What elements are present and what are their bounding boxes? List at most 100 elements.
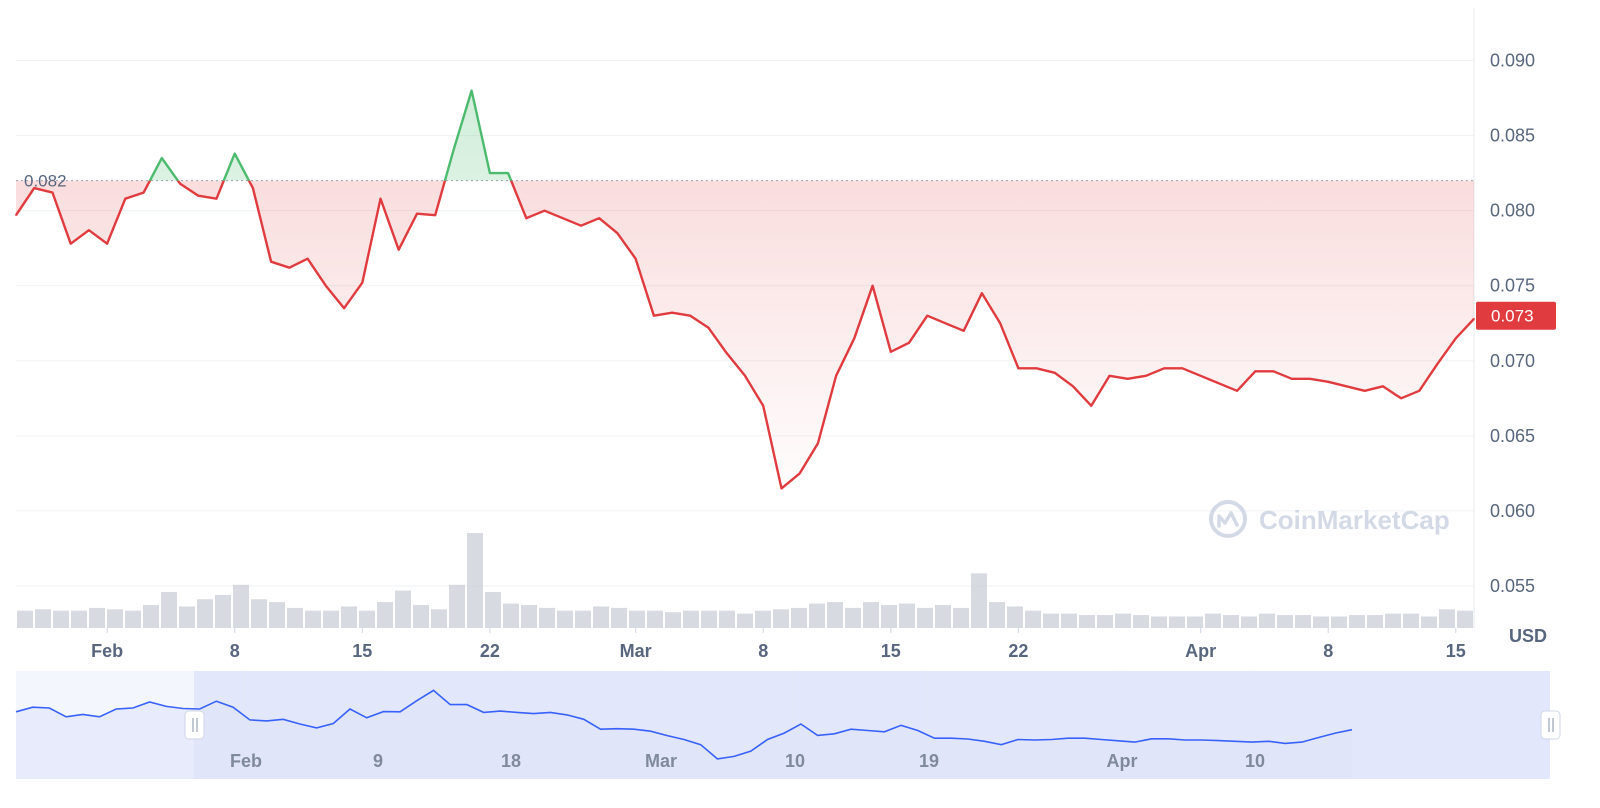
volume-bar xyxy=(1025,610,1041,628)
price-point xyxy=(1400,397,1402,400)
price-point xyxy=(1436,362,1439,365)
price-point xyxy=(1017,367,1020,370)
volume-bar xyxy=(89,607,105,628)
volume-bar xyxy=(1277,615,1293,628)
price-point xyxy=(1108,374,1111,377)
volume-bar xyxy=(17,610,33,628)
volume-bar xyxy=(1079,615,1095,628)
navigator-right-handle[interactable] xyxy=(1540,710,1561,740)
volume-bar xyxy=(1349,615,1365,628)
price-area xyxy=(16,90,1474,489)
volume-bar xyxy=(1403,613,1419,628)
volume-bar xyxy=(161,592,177,628)
y-tick-label: 0.065 xyxy=(1490,426,1535,446)
volume-bar xyxy=(1061,613,1077,628)
price-point xyxy=(1163,367,1165,370)
price-point xyxy=(379,197,382,200)
volume-bar xyxy=(1331,616,1347,628)
current-price-text: 0.073 xyxy=(1491,307,1534,326)
volume-bar xyxy=(1259,613,1275,628)
price-point xyxy=(616,232,619,234)
price-line xyxy=(15,89,1475,490)
volume-bar xyxy=(323,610,339,628)
volume-bar xyxy=(251,599,267,628)
volume-bar xyxy=(791,607,807,628)
volume-bar xyxy=(575,610,591,628)
volume-bar xyxy=(503,603,519,628)
navigator-tick-label: 10 xyxy=(785,751,805,771)
volume-bar xyxy=(863,602,879,628)
price-point xyxy=(1126,377,1129,380)
volume-bar xyxy=(737,613,753,628)
volume-bar xyxy=(1007,606,1023,628)
price-point xyxy=(689,314,692,317)
price-point xyxy=(725,352,728,355)
price-point xyxy=(1418,390,1421,392)
volume-bar xyxy=(971,573,987,628)
price-point xyxy=(835,374,837,377)
price-point xyxy=(1473,317,1475,320)
price-point xyxy=(1254,370,1257,373)
y-tick-label: 0.070 xyxy=(1490,351,1535,371)
y-tick-label: 0.080 xyxy=(1490,201,1535,221)
price-point xyxy=(215,197,218,200)
watermark: CoinMarketCap xyxy=(1209,500,1450,538)
range-navigator[interactable]: Feb 9 18 Mar 10 19 Apr 10 xyxy=(15,671,1561,779)
volume-bar xyxy=(521,604,537,628)
price-point xyxy=(926,314,929,317)
volume-bar xyxy=(233,584,249,628)
navigator-tick-label: 10 xyxy=(1245,751,1265,771)
navigator-tick-label: Feb xyxy=(230,751,262,771)
volume-bar xyxy=(1187,616,1203,628)
navigator-tick-label: 18 xyxy=(501,751,521,771)
price-point xyxy=(416,212,418,215)
volume-bar xyxy=(899,603,915,628)
volume-bar xyxy=(71,610,87,628)
price-point xyxy=(1290,377,1293,380)
x-tick-label: 22 xyxy=(480,641,500,661)
volume-bar xyxy=(125,610,141,628)
volume-bar xyxy=(593,606,609,628)
volume-bar xyxy=(107,609,123,628)
volume-bar xyxy=(665,612,681,628)
volume-bar xyxy=(305,610,321,628)
price-point xyxy=(1345,385,1348,388)
x-tick-label: 8 xyxy=(758,641,768,661)
navigator-tick-label: Mar xyxy=(645,751,677,771)
volume-bar xyxy=(1385,613,1401,628)
price-point xyxy=(598,217,600,219)
watermark-text: CoinMarketCap xyxy=(1259,505,1450,535)
volume-bar xyxy=(1457,610,1473,628)
price-point xyxy=(489,172,491,174)
volume-bar xyxy=(413,604,429,628)
volume-bar xyxy=(143,604,159,628)
price-point xyxy=(999,322,1001,325)
price-point xyxy=(1145,374,1147,377)
current-price-badge: 0.073 xyxy=(1476,301,1556,330)
volume-bar xyxy=(1133,615,1149,628)
price-point xyxy=(1090,405,1093,407)
price-point xyxy=(1181,367,1184,370)
price-point xyxy=(288,266,291,269)
volume-bar xyxy=(917,607,933,628)
volume-bar xyxy=(1151,616,1167,628)
price-point xyxy=(361,281,364,284)
navigator-area xyxy=(16,690,1352,779)
volume-bar xyxy=(1313,616,1329,628)
area-above-reference xyxy=(16,90,1474,181)
price-point xyxy=(944,322,947,325)
y-tick-label: 0.075 xyxy=(1490,276,1535,296)
price-point xyxy=(543,209,546,212)
x-tick-label: 8 xyxy=(230,641,240,661)
volume-bars xyxy=(17,533,1473,628)
volume-bar xyxy=(989,602,1005,628)
price-point xyxy=(634,257,637,260)
price-point xyxy=(106,242,108,245)
volume-bar xyxy=(845,607,861,628)
navigator-left-handle[interactable] xyxy=(184,710,205,740)
x-tick-label: Apr xyxy=(1185,641,1216,661)
volume-bar xyxy=(1421,616,1437,628)
x-axis: Feb 8 15 22 Mar 8 15 22 Apr 8 15 xyxy=(91,628,1466,661)
x-tick-label: 22 xyxy=(1008,641,1028,661)
volume-bar xyxy=(647,610,663,628)
